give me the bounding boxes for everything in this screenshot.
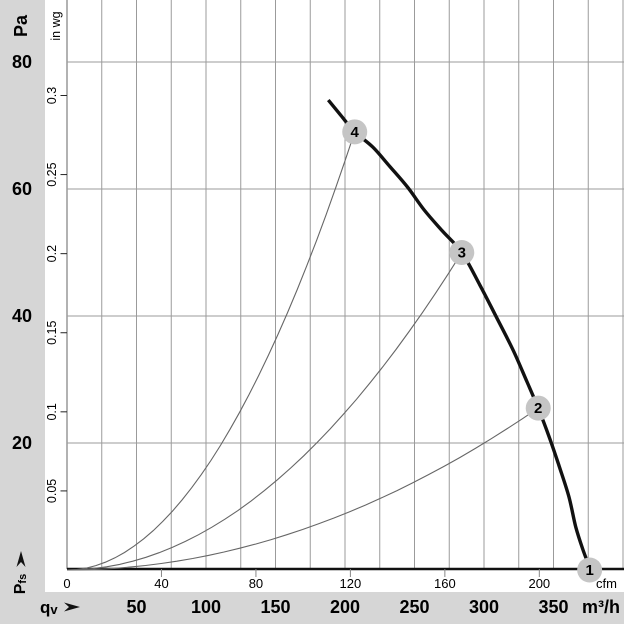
pa-tick-label: 40	[12, 306, 32, 326]
grid-layer	[66, 0, 624, 571]
pfs-arrow-up-icon	[16, 551, 26, 567]
operating-point-3-label: 3	[458, 245, 466, 262]
cfm-tick-label: 160	[434, 576, 456, 591]
operating-point-2-label: 2	[534, 400, 542, 417]
operating-point-1-label: 1	[585, 562, 593, 579]
inwg-tick-label: 0.1	[45, 403, 59, 420]
cfm-tick-label: 0	[63, 576, 70, 591]
pa-tick-label: 20	[12, 433, 32, 453]
x-axis-unit-cfm-label: cfm	[596, 576, 617, 591]
operating-point-2-marker	[525, 395, 551, 421]
x-axis-quantity-label: qv	[40, 598, 58, 617]
operating-point-4-marker	[342, 119, 368, 145]
m3h-tick-label: 250	[399, 597, 429, 617]
inwg-tick-label: 0.15	[45, 321, 59, 345]
m3h-tick-label: 300	[469, 597, 499, 617]
m3h-tick-label: 350	[538, 597, 568, 617]
pa-tick-label: 80	[12, 52, 32, 72]
inwg-tick-label: 0.05	[45, 479, 59, 503]
flow-symbol-subscript: v	[50, 602, 58, 617]
fan-characteristic-curve	[326, 99, 592, 569]
cfm-tick-label: 40	[154, 576, 168, 591]
m3h-tick-label: 200	[330, 597, 360, 617]
y-axis-unit-inwg-label: in wg	[49, 11, 63, 40]
cfm-tick-label: 200	[528, 576, 550, 591]
m3h-tick-label: 150	[260, 597, 290, 617]
pressure-symbol: P	[12, 583, 29, 594]
m3h-tick-label: 50	[126, 597, 146, 617]
curve-layer	[66, 99, 592, 571]
flow-symbol: q	[40, 598, 50, 617]
pa-tick-label: 60	[12, 179, 32, 199]
tick-layer: 20 40 60 80 0.05 0.1 0.15 0.2 0.25 0.3 0 40 80 120 160…	[12, 52, 569, 617]
inwg-tick-label: 0.3	[45, 87, 59, 104]
system-curve-2	[66, 407, 539, 571]
system-curve-4	[66, 131, 356, 571]
inwg-tick-label: 0.25	[45, 162, 59, 186]
operating-point-1-marker	[577, 557, 603, 583]
qv-arrow-right-icon	[64, 602, 80, 612]
y-axis-unit-pa-label: Pa	[11, 14, 31, 37]
y-axis-quantity-label: Pfs	[12, 574, 30, 594]
operating-point-3-marker	[449, 240, 475, 265]
cfm-tick-label: 120	[340, 576, 362, 591]
cfm-tick-label: 80	[249, 576, 263, 591]
operating-point-4-label: 4	[351, 124, 360, 141]
plot-background	[45, 0, 624, 592]
x-axis-unit-m3h-label: m³/h	[582, 597, 620, 617]
inwg-tick-label: 0.2	[45, 245, 59, 262]
m3h-tick-label: 100	[191, 597, 221, 617]
system-curve-3	[66, 252, 463, 571]
marker-layer: 1 2 3 4	[342, 119, 603, 583]
pressure-symbol-subscript: fs	[17, 574, 29, 584]
